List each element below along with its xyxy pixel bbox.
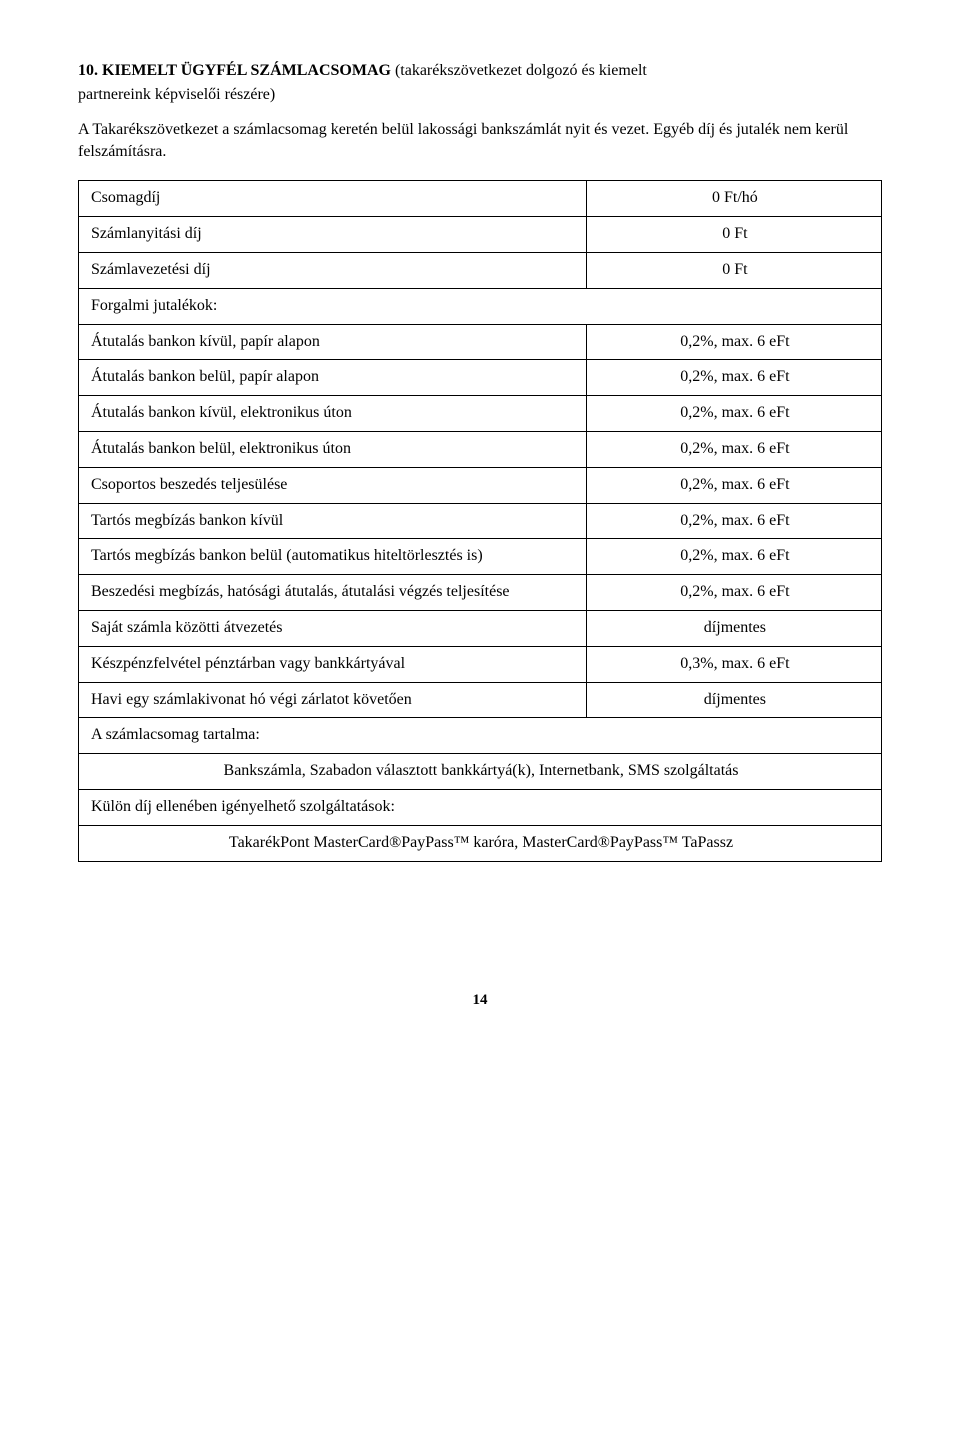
nyitasi-label: Számlanyitási díj bbox=[79, 217, 587, 253]
sajat-value: díjmentes bbox=[586, 610, 881, 646]
section-heading: 10. KIEMELT ÜGYFÉL SZÁMLACSOMAG (takarék… bbox=[78, 60, 882, 105]
csoportos-label: Csoportos beszedés teljesülése bbox=[79, 467, 587, 503]
csoportos-value: 0,2%, max. 6 eFt bbox=[586, 467, 881, 503]
vezetesi-label: Számlavezetési díj bbox=[79, 252, 587, 288]
intro-paragraph: A Takarékszövetkezet a számlacsomag kere… bbox=[78, 119, 882, 162]
csomagdij-label: Csomagdíj bbox=[79, 181, 587, 217]
sajat-label: Saját számla közötti átvezetés bbox=[79, 610, 587, 646]
atut-belul-elek-label: Átutalás bankon belül, elektronikus úton bbox=[79, 431, 587, 467]
table-row: Tartós megbízás bankon belül (automatiku… bbox=[79, 539, 882, 575]
nyitasi-value: 0 Ft bbox=[586, 217, 881, 253]
table-row: Külön díj ellenében igényelhető szolgált… bbox=[79, 789, 882, 825]
havi-value: díjmentes bbox=[586, 682, 881, 718]
table-row: Átutalás bankon belül, papír alapon 0,2%… bbox=[79, 360, 882, 396]
havi-label: Havi egy számlakivonat hó végi zárlatot … bbox=[79, 682, 587, 718]
atut-kivul-papir-value: 0,2%, max. 6 eFt bbox=[586, 324, 881, 360]
atut-kivul-elek-value: 0,2%, max. 6 eFt bbox=[586, 396, 881, 432]
tartalma-text: Bankszámla, Szabadon választott bankkárt… bbox=[79, 754, 882, 790]
tartalma-label: A számlacsomag tartalma: bbox=[79, 718, 882, 754]
tartos-belul-label: Tartós megbízás bankon belül (automatiku… bbox=[79, 539, 587, 575]
heading-rest-2: partnereink képviselői részére) bbox=[78, 84, 882, 106]
atut-belul-papir-value: 0,2%, max. 6 eFt bbox=[586, 360, 881, 396]
table-row: Átutalás bankon kívül, papír alapon 0,2%… bbox=[79, 324, 882, 360]
table-row: Csomagdíj 0 Ft/hó bbox=[79, 181, 882, 217]
atut-belul-elek-value: 0,2%, max. 6 eFt bbox=[586, 431, 881, 467]
keszpenz-value: 0,3%, max. 6 eFt bbox=[586, 646, 881, 682]
table-row: Havi egy számlakivonat hó végi zárlatot … bbox=[79, 682, 882, 718]
table-row: A számlacsomag tartalma: bbox=[79, 718, 882, 754]
beszedesi-label: Beszedési megbízás, hatósági átutalás, á… bbox=[79, 575, 587, 611]
table-row: Saját számla közötti átvezetés díjmentes bbox=[79, 610, 882, 646]
tartos-kivul-value: 0,2%, max. 6 eFt bbox=[586, 503, 881, 539]
table-row: Számlanyitási díj 0 Ft bbox=[79, 217, 882, 253]
heading-rest-1: (takarékszövetkezet dolgozó és kiemelt bbox=[395, 62, 647, 79]
vezetesi-value: 0 Ft bbox=[586, 252, 881, 288]
table-row: Bankszámla, Szabadon választott bankkárt… bbox=[79, 754, 882, 790]
table-row: Forgalmi jutalékok: bbox=[79, 288, 882, 324]
atut-belul-papir-label: Átutalás bankon belül, papír alapon bbox=[79, 360, 587, 396]
table-row: Számlavezetési díj 0 Ft bbox=[79, 252, 882, 288]
keszpenz-label: Készpénzfelvétel pénztárban vagy bankkár… bbox=[79, 646, 587, 682]
csomagdij-value: 0 Ft/hó bbox=[586, 181, 881, 217]
table-row: Átutalás bankon belül, elektronikus úton… bbox=[79, 431, 882, 467]
table-row: Készpénzfelvétel pénztárban vagy bankkár… bbox=[79, 646, 882, 682]
table-row: TakarékPont MasterCard®PayPass™ karóra, … bbox=[79, 825, 882, 861]
fee-table: Csomagdíj 0 Ft/hó Számlanyitási díj 0 Ft… bbox=[78, 180, 882, 861]
atut-kivul-papir-label: Átutalás bankon kívül, papír alapon bbox=[79, 324, 587, 360]
heading-bold: 10. KIEMELT ÜGYFÉL SZÁMLACSOMAG bbox=[78, 62, 395, 79]
beszedesi-value: 0,2%, max. 6 eFt bbox=[586, 575, 881, 611]
jutalekok-label: Forgalmi jutalékok: bbox=[79, 288, 882, 324]
table-row: Beszedési megbízás, hatósági átutalás, á… bbox=[79, 575, 882, 611]
kulon-label: Külön díj ellenében igényelhető szolgált… bbox=[79, 789, 882, 825]
tartos-kivul-label: Tartós megbízás bankon kívül bbox=[79, 503, 587, 539]
kulon-text: TakarékPont MasterCard®PayPass™ karóra, … bbox=[79, 825, 882, 861]
atut-kivul-elek-label: Átutalás bankon kívül, elektronikus úton bbox=[79, 396, 587, 432]
table-row: Csoportos beszedés teljesülése 0,2%, max… bbox=[79, 467, 882, 503]
table-row: Átutalás bankon kívül, elektronikus úton… bbox=[79, 396, 882, 432]
tartos-belul-value: 0,2%, max. 6 eFt bbox=[586, 539, 881, 575]
page-number: 14 bbox=[78, 992, 882, 1009]
table-row: Tartós megbízás bankon kívül 0,2%, max. … bbox=[79, 503, 882, 539]
